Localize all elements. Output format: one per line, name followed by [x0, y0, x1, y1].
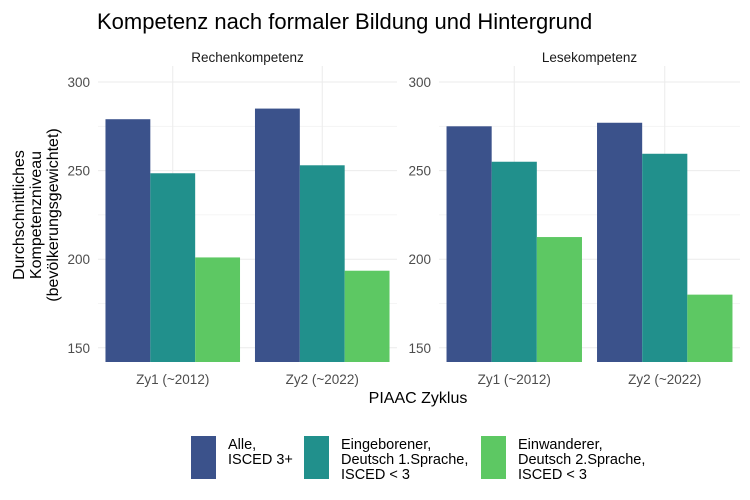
- bar-rechenkompetenz-2-1: [254, 108, 300, 362]
- y-tick-label: 150: [408, 341, 431, 356]
- legend: Alle,ISCED 3+ Eingeborener,Deutsch 1.Spra…: [191, 436, 645, 483]
- legend-label: Einwanderer,: [518, 437, 603, 453]
- x-tick-label: Zy2 (~2022): [286, 372, 359, 387]
- y-tick-label: 250: [67, 164, 90, 179]
- bar-rechenkompetenz-2-2: [299, 165, 345, 362]
- bar-lesekompetenz-1-3: [536, 237, 582, 362]
- legend-label: ISCED 3+: [228, 452, 293, 468]
- chart-title: Kompetenz nach formaler Bildung und Hint…: [97, 9, 592, 34]
- x-tick-label: Zy2 (~2022): [628, 372, 701, 387]
- x-tick-label: Zy1 (~2012): [478, 372, 551, 387]
- legend-item: Alle,ISCED 3+: [191, 436, 293, 479]
- panels: Rechenkompetenz 150 200 250 300 Zy1 (~2012) Zy…: [67, 50, 740, 387]
- y-axis-title-line: Kompetenzniveau: [28, 151, 45, 279]
- legend-key: [304, 436, 329, 479]
- panel-title: Lesekompetenz: [542, 50, 638, 65]
- y-axis-title-line: (bevölkerungsgewichtet): [45, 128, 62, 301]
- panel-title: Rechenkompetenz: [191, 50, 304, 65]
- legend-item: Einwanderer,Deutsch 2.Sprache,ISCED < 3: [481, 436, 645, 483]
- y-tick-label: 300: [67, 75, 90, 90]
- legend-item: Eingeborener,Deutsch 1.Sprache,ISCED < 3: [304, 436, 468, 483]
- y-tick-label: 300: [408, 75, 431, 90]
- bar-lesekompetenz-1-2: [491, 161, 537, 362]
- legend-key: [481, 436, 506, 479]
- panel-1: Rechenkompetenz 150 200 250 300 Zy1 (~2012) Zy…: [67, 50, 397, 387]
- bar-rechenkompetenz-1-2: [150, 173, 196, 362]
- legend-label: Deutsch 2.Sprache,: [518, 452, 645, 468]
- bar-lesekompetenz-2-2: [642, 153, 688, 362]
- y-tick-label: 200: [408, 252, 431, 267]
- legend-label: Alle,: [228, 437, 256, 453]
- legend-key: [191, 436, 216, 479]
- y-tick-label: 200: [67, 252, 90, 267]
- legend-label: Eingeborener,: [341, 437, 431, 453]
- panel-2: Lesekompetenz 150 200 250 300 Zy1 (~2012) Zy2 …: [408, 50, 740, 387]
- y-tick-label: 150: [67, 341, 90, 356]
- x-axis-title: PIAAC Zyklus: [369, 390, 468, 407]
- y-tick-label: 250: [408, 164, 431, 179]
- bar-rechenkompetenz-2-3: [344, 270, 390, 362]
- bar-lesekompetenz-2-3: [687, 294, 733, 362]
- bar-lesekompetenz-2-1: [597, 122, 643, 362]
- legend-label: ISCED < 3: [341, 467, 410, 483]
- legend-label: Deutsch 1.Sprache,: [341, 452, 468, 468]
- bar-rechenkompetenz-1-1: [105, 119, 151, 362]
- y-axis-title-line: Durchschnittliches: [11, 150, 28, 280]
- bar-rechenkompetenz-1-3: [195, 257, 241, 362]
- y-axis-title: Durchschnittliches Kompetenzniveau (bevölk…: [11, 128, 62, 301]
- bar-lesekompetenz-1-1: [446, 126, 492, 362]
- x-tick-label: Zy1 (~2012): [136, 372, 209, 387]
- legend-label: ISCED < 3: [518, 467, 587, 483]
